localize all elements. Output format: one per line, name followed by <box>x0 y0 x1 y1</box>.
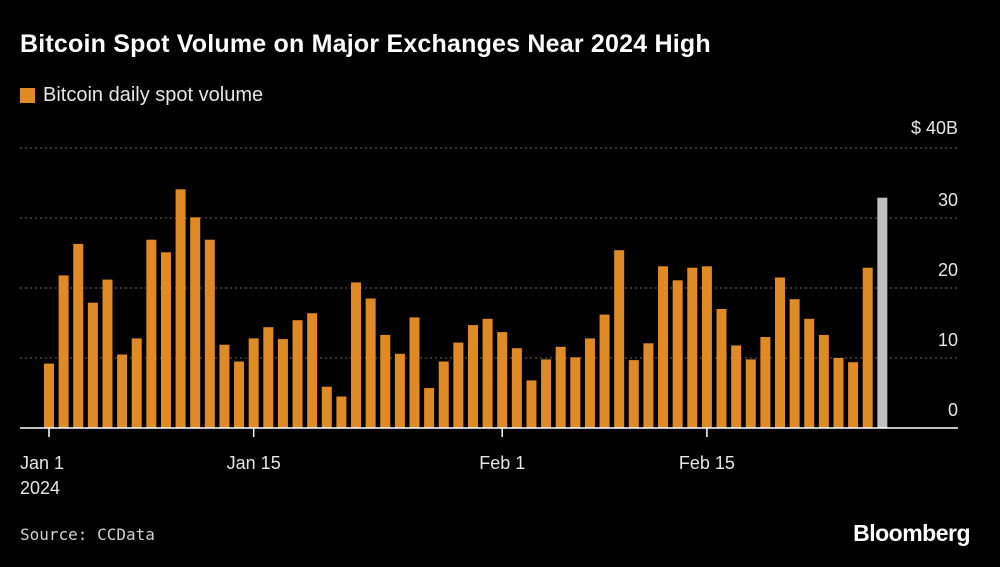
bar <box>775 277 785 428</box>
bar <box>526 380 537 428</box>
bar <box>541 359 552 428</box>
bar <box>131 338 142 428</box>
bar <box>234 361 245 428</box>
bar <box>336 396 347 428</box>
bar <box>307 313 318 428</box>
x-tick-label: Jan 1 <box>20 453 64 473</box>
bar <box>424 388 435 428</box>
bar <box>672 280 683 428</box>
bar-latest <box>877 197 888 428</box>
x-tick-label: Feb 15 <box>679 453 735 473</box>
bar <box>745 359 756 428</box>
bar <box>321 386 332 428</box>
bar <box>248 338 259 428</box>
x-tick-label: Jan 15 <box>227 453 281 473</box>
bar <box>277 339 288 428</box>
bar <box>146 239 157 428</box>
bar <box>453 342 464 428</box>
bar <box>511 348 522 428</box>
bar <box>497 332 508 428</box>
bar <box>117 354 128 428</box>
legend: Bitcoin daily spot volume <box>20 84 263 107</box>
bar <box>482 318 493 428</box>
bar <box>409 317 420 428</box>
y-tick-label: $ 40B <box>911 118 958 138</box>
bar <box>160 252 171 428</box>
bar <box>701 266 712 428</box>
bar <box>292 320 303 428</box>
bar <box>687 267 698 428</box>
chart-title: Bitcoin Spot Volume on Major Exchanges N… <box>20 30 711 58</box>
bar <box>44 363 54 428</box>
bar <box>73 243 84 428</box>
source-note: Source: CCData <box>20 525 155 544</box>
x-tick-label: Feb 1 <box>479 453 525 473</box>
bar <box>789 299 800 428</box>
bar <box>190 217 201 428</box>
legend-label: Bitcoin daily spot volume <box>43 84 264 106</box>
bar <box>219 344 230 428</box>
bar <box>848 362 859 428</box>
bar <box>804 318 815 428</box>
bar <box>394 353 405 428</box>
bar <box>716 309 727 428</box>
bar <box>380 334 391 428</box>
bar <box>862 267 873 428</box>
bar <box>570 357 581 428</box>
y-tick-label: 20 <box>938 260 958 280</box>
y-tick-label: 10 <box>938 330 958 350</box>
bar <box>731 345 742 428</box>
bar <box>658 266 669 428</box>
bar <box>614 250 625 428</box>
bar <box>833 358 844 428</box>
y-tick-label: 0 <box>948 400 958 420</box>
bloomberg-logo: Bloomberg <box>853 520 970 546</box>
y-tick-label: 30 <box>938 190 958 210</box>
x-tick-sublabel: 2024 <box>20 478 60 498</box>
legend-swatch <box>20 88 35 103</box>
bar <box>628 360 639 428</box>
bar <box>58 275 69 428</box>
bar <box>760 337 771 428</box>
bar <box>584 338 595 428</box>
bar <box>263 327 274 428</box>
bar <box>365 298 376 428</box>
bar <box>438 361 449 428</box>
bar <box>204 239 215 428</box>
bar <box>818 334 829 428</box>
bar <box>175 189 186 428</box>
bar <box>351 282 362 428</box>
bar <box>643 343 654 428</box>
bar <box>599 314 610 428</box>
bar <box>102 279 113 428</box>
bar <box>467 325 478 428</box>
bar <box>555 346 566 428</box>
bar <box>87 302 98 428</box>
